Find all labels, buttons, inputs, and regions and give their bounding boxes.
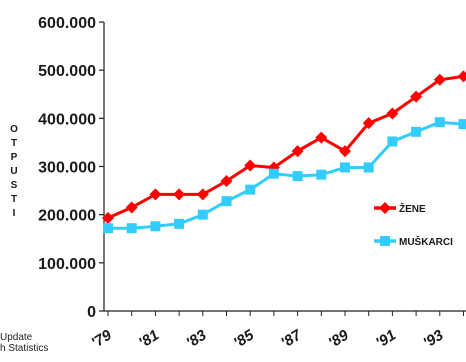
legend-marker-muskarci <box>380 236 390 246</box>
x-tick-label: '81 <box>136 327 162 352</box>
data-point-muskarci <box>126 223 137 234</box>
y-axis-label-letter: T <box>11 194 17 205</box>
y-axis-label-letter: I <box>13 208 16 219</box>
data-point-zene <box>244 159 257 172</box>
x-tick-label: '85 <box>231 326 258 351</box>
data-point-muskarci <box>387 136 398 147</box>
data-point-zene <box>196 188 209 201</box>
data-point-zene <box>102 212 114 225</box>
y-tick-label: 200.000 <box>38 208 96 225</box>
data-point-zene <box>220 174 233 187</box>
data-point-zene <box>362 117 375 130</box>
data-point-zene <box>410 90 423 103</box>
data-point-zene <box>339 145 351 158</box>
source-line-2: h Statistics <box>0 343 49 354</box>
source-note: Update h Statistics <box>0 332 48 354</box>
y-axis-label-letter: P <box>11 152 18 163</box>
y-tick-label: 500.000 <box>38 63 96 80</box>
data-point-zene <box>386 107 399 120</box>
data-point-muskarci <box>197 209 208 220</box>
data-point-zene <box>315 131 328 144</box>
data-point-muskarci <box>245 184 256 195</box>
x-tick-label: '91 <box>373 327 399 352</box>
legend: ŽENE MUŠKARCI <box>374 202 453 248</box>
y-tick-label: 600.000 <box>38 15 96 32</box>
legend-label-muskarci: MUŠKARCI <box>399 235 453 248</box>
series-line-zene <box>107 74 466 220</box>
data-point-muskarci <box>268 168 279 179</box>
data-point-muskarci <box>174 218 185 229</box>
data-point-muskarci <box>221 196 232 207</box>
data-point-zene <box>173 188 186 201</box>
data-point-zene <box>433 73 446 86</box>
data-point-zene <box>457 70 466 83</box>
data-point-zene <box>125 201 138 214</box>
data-point-muskarci <box>434 117 445 128</box>
x-tick-label: '89 <box>326 326 353 351</box>
y-axis-label-letter: S <box>11 180 18 191</box>
y-axis-label-letter: O <box>10 124 18 135</box>
data-point-muskarci <box>103 223 113 234</box>
data-point-muskarci <box>150 221 161 232</box>
y-tick-label: 400.000 <box>38 111 96 128</box>
data-point-zene <box>149 188 162 201</box>
data-point-muskarci <box>363 162 374 173</box>
data-point-zene <box>291 145 304 158</box>
y-axis-label-letter: U <box>10 166 17 177</box>
source-line-1: Update <box>0 332 33 343</box>
data-point-muskarci <box>411 126 422 137</box>
y-tick-label: 0 <box>87 304 96 321</box>
x-tick-label: '79 <box>89 326 116 351</box>
legend-marker-zene <box>379 202 391 214</box>
x-tick-label: '87 <box>278 326 305 351</box>
data-point-muskarci <box>340 162 350 173</box>
x-tick-label: '93 <box>420 326 447 351</box>
y-tick-label: 100.000 <box>38 256 96 273</box>
data-point-muskarci <box>292 171 303 182</box>
y-axis-label-letter: T <box>11 138 17 149</box>
legend-label-zene: ŽENE <box>399 202 426 215</box>
x-tick-label: '83 <box>183 326 210 351</box>
data-point-muskarci <box>316 169 327 180</box>
data-point-muskarci <box>458 119 466 130</box>
y-tick-label: 300.000 <box>38 160 96 177</box>
